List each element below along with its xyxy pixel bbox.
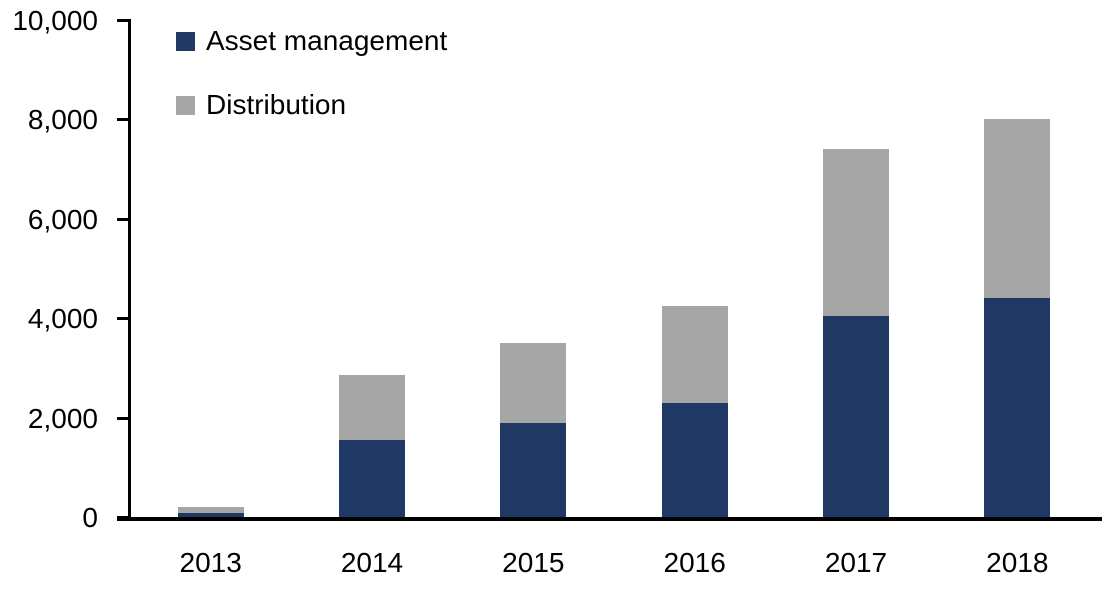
bar-segment-distribution-2017 [823,149,889,316]
x-tick-label-2013: 2013 [179,547,242,578]
y-tick-label-0: 0 [82,502,98,533]
bar-segment-asset-management-2017 [823,315,889,517]
y-tick-4000 [117,317,131,321]
bar-segment-distribution-2013 [177,507,244,513]
y-tick-0 [117,516,131,519]
bar-segment-asset-management-2016 [661,402,728,517]
bar-segment-asset-management-2015 [500,422,567,517]
bar-segment-distribution-2016 [661,305,728,403]
y-tick-label-8000: 8,000 [27,104,98,136]
legend-swatch-distribution-icon [176,95,195,115]
y-tick-2000 [117,416,131,420]
legend: Asset management Distribution [176,27,447,119]
legend-item-asset-management: Asset management [176,27,447,55]
y-tick-8000 [117,118,131,122]
bar-segment-distribution-2014 [339,375,405,440]
x-tick-label-2016: 2016 [663,547,726,578]
bar-segment-distribution-2018 [984,119,1051,299]
legend-item-distribution: Distribution [176,91,447,119]
x-tick-label-2014: 2014 [340,547,404,578]
y-tick-label-10000: 10,000 [12,5,98,36]
y-tick-10000 [117,19,131,22]
y-tick-label-4000: 4,000 [27,303,98,335]
y-tick-label-6000: 6,000 [27,203,98,235]
bar-segment-asset-management-2014 [339,439,405,517]
legend-label-distribution: Distribution [206,89,347,120]
legend-swatch-asset-management-icon [176,31,195,51]
x-tick-label-2018: 2018 [986,547,1049,578]
x-tick-label-2017: 2017 [824,547,888,578]
bar-segment-distribution-2015 [500,343,567,423]
y-tick-label-2000: 2,000 [27,402,98,434]
legend-label-asset-management: Asset management [206,25,448,56]
bar-segment-asset-management-2013 [177,513,244,517]
y-tick-6000 [117,217,131,221]
x-axis-line [117,517,1102,521]
x-tick-label-2015: 2015 [502,547,565,578]
y-axis-line [128,20,131,521]
bar-segment-asset-management-2018 [984,298,1051,517]
